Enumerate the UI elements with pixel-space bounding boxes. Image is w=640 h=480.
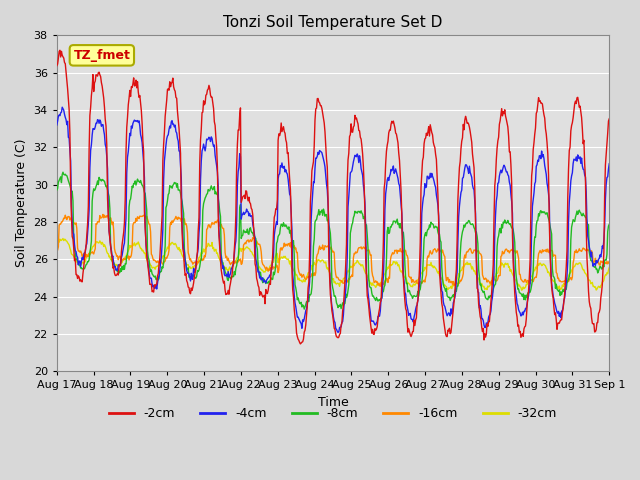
Title: Tonzi Soil Temperature Set D: Tonzi Soil Temperature Set D	[223, 15, 443, 30]
X-axis label: Time: Time	[317, 396, 348, 408]
Legend: -2cm, -4cm, -8cm, -16cm, -32cm: -2cm, -4cm, -8cm, -16cm, -32cm	[104, 402, 562, 425]
Text: TZ_fmet: TZ_fmet	[74, 49, 131, 62]
Y-axis label: Soil Temperature (C): Soil Temperature (C)	[15, 139, 28, 267]
